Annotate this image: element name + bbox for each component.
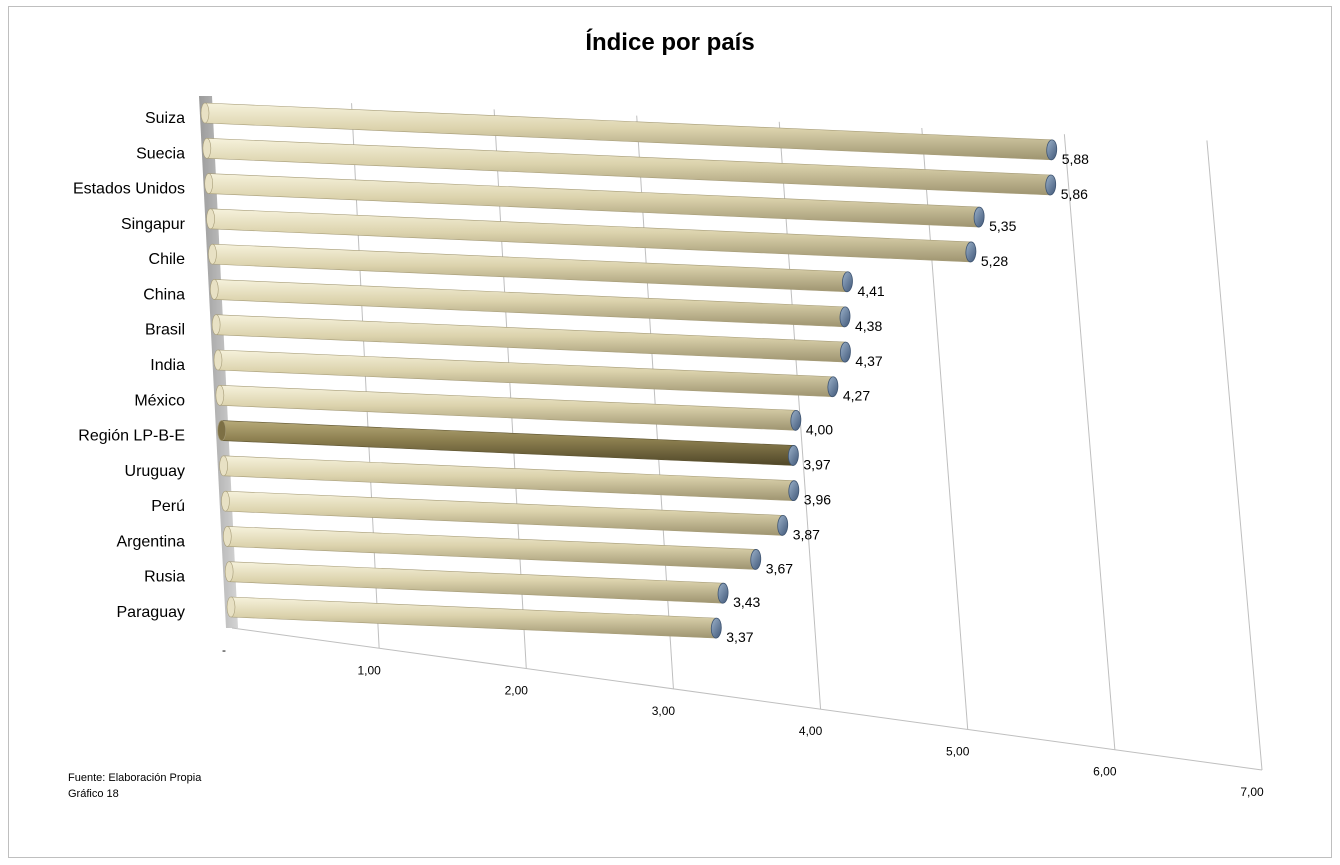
value-label: 3,97 [803, 456, 830, 472]
bar-body [225, 490, 784, 536]
bar-15 [226, 596, 722, 639]
bar-10 [217, 420, 799, 466]
value-label: 4,00 [806, 421, 833, 437]
category-label: Suiza [145, 110, 185, 127]
source-line: Fuente: Elaboración Propia [68, 772, 202, 784]
category-label: Paraguay [117, 604, 186, 621]
bar-body [221, 420, 794, 466]
value-label: 3,43 [733, 594, 760, 610]
bar-end-cap [788, 480, 800, 502]
bar-start-cap [226, 596, 236, 618]
value-label: 3,37 [726, 629, 753, 645]
bar-body [230, 596, 717, 639]
category-label: Rusia [144, 569, 185, 586]
x-tick-label: 1,00 [357, 663, 381, 677]
category-label: Chile [149, 251, 186, 268]
value-label: 4,38 [855, 318, 882, 334]
bar-start-cap [206, 208, 215, 230]
category-label: Argentina [117, 533, 186, 550]
floor-edge [231, 627, 1263, 771]
bar-3 [204, 173, 985, 228]
bar-body [223, 455, 795, 501]
value-label: 4,27 [843, 388, 870, 404]
value-label: 3,67 [766, 560, 793, 576]
bar-end-cap [710, 617, 722, 639]
bar-5 [208, 243, 853, 293]
x-tick-label: - [222, 643, 226, 657]
figure-number: Gráfico 18 [68, 788, 119, 800]
source-note: Fuente: Elaboración Propia Gráfico 18 [68, 770, 201, 802]
bar-end-cap [1045, 174, 1057, 196]
bar-end-cap [973, 206, 985, 228]
bar-start-cap [224, 561, 234, 583]
bar-end-cap [1046, 139, 1058, 161]
category-label: Singapur [121, 216, 186, 233]
bar-end-cap [965, 241, 977, 263]
value-label: 4,41 [857, 283, 884, 299]
bar-start-cap [219, 455, 228, 477]
bar-9 [215, 384, 802, 431]
category-label: China [143, 286, 185, 303]
bar-start-cap [213, 349, 223, 371]
bar-end-cap [790, 409, 802, 431]
category-label: Estados Unidos [73, 181, 185, 198]
bar-12 [221, 490, 789, 536]
bar-7 [211, 314, 851, 363]
bar-end-cap [840, 341, 851, 363]
gridline [1206, 140, 1263, 771]
category-label: Suecia [136, 145, 185, 162]
bar-end-cap [777, 514, 789, 536]
bar-end-cap [827, 376, 839, 398]
x-tick-label: 6,00 [1093, 765, 1117, 779]
category-label: Brasil [145, 322, 185, 339]
bar-1 [200, 102, 1058, 161]
x-tick-label: 5,00 [946, 744, 970, 758]
value-label: 5,86 [1061, 186, 1088, 202]
bar-start-cap [211, 314, 221, 336]
bar-4 [206, 208, 977, 263]
category-label: India [150, 357, 185, 374]
value-label: 4,37 [855, 353, 882, 369]
value-label: 5,35 [989, 218, 1016, 234]
bar-start-cap [204, 173, 214, 194]
bar-end-cap [750, 549, 762, 570]
value-label: 5,28 [981, 253, 1008, 269]
bar-start-cap [200, 102, 210, 124]
bar-start-cap [202, 137, 212, 159]
x-tick-label: 7,00 [1240, 785, 1264, 799]
bar-start-cap [215, 384, 225, 406]
chart-title: Índice por país [585, 29, 755, 56]
bar-2 [202, 137, 1057, 196]
bar-end-cap [842, 271, 853, 293]
bar-8 [213, 349, 839, 398]
bar-end-cap [839, 306, 851, 328]
bar-body [228, 561, 724, 604]
gridline [921, 127, 969, 730]
bar-body [226, 526, 757, 570]
bar-6 [209, 279, 851, 328]
x-tick-label: 3,00 [652, 704, 676, 718]
category-label: México [134, 392, 185, 409]
bar-14 [224, 561, 729, 604]
bar-start-cap [217, 420, 227, 441]
x-tick-label: 2,00 [505, 684, 529, 698]
bar-start-cap [208, 243, 217, 265]
bar-start-cap [221, 490, 230, 512]
bar-start-cap [222, 526, 232, 547]
value-label: 3,96 [804, 492, 831, 508]
bar-end-cap [717, 582, 729, 604]
bar-start-cap [209, 279, 219, 300]
x-tick-label: 4,00 [799, 724, 823, 738]
bar-end-cap [787, 445, 799, 466]
category-label: Región LP-B-E [78, 428, 185, 445]
value-label: 5,88 [1062, 151, 1089, 167]
bar-body [219, 384, 797, 431]
category-label: Uruguay [125, 463, 185, 480]
value-label: 3,87 [793, 526, 820, 542]
category-label: Perú [151, 498, 185, 515]
gridline [1063, 134, 1116, 750]
bar-11 [219, 455, 800, 502]
bar-13 [222, 526, 762, 570]
